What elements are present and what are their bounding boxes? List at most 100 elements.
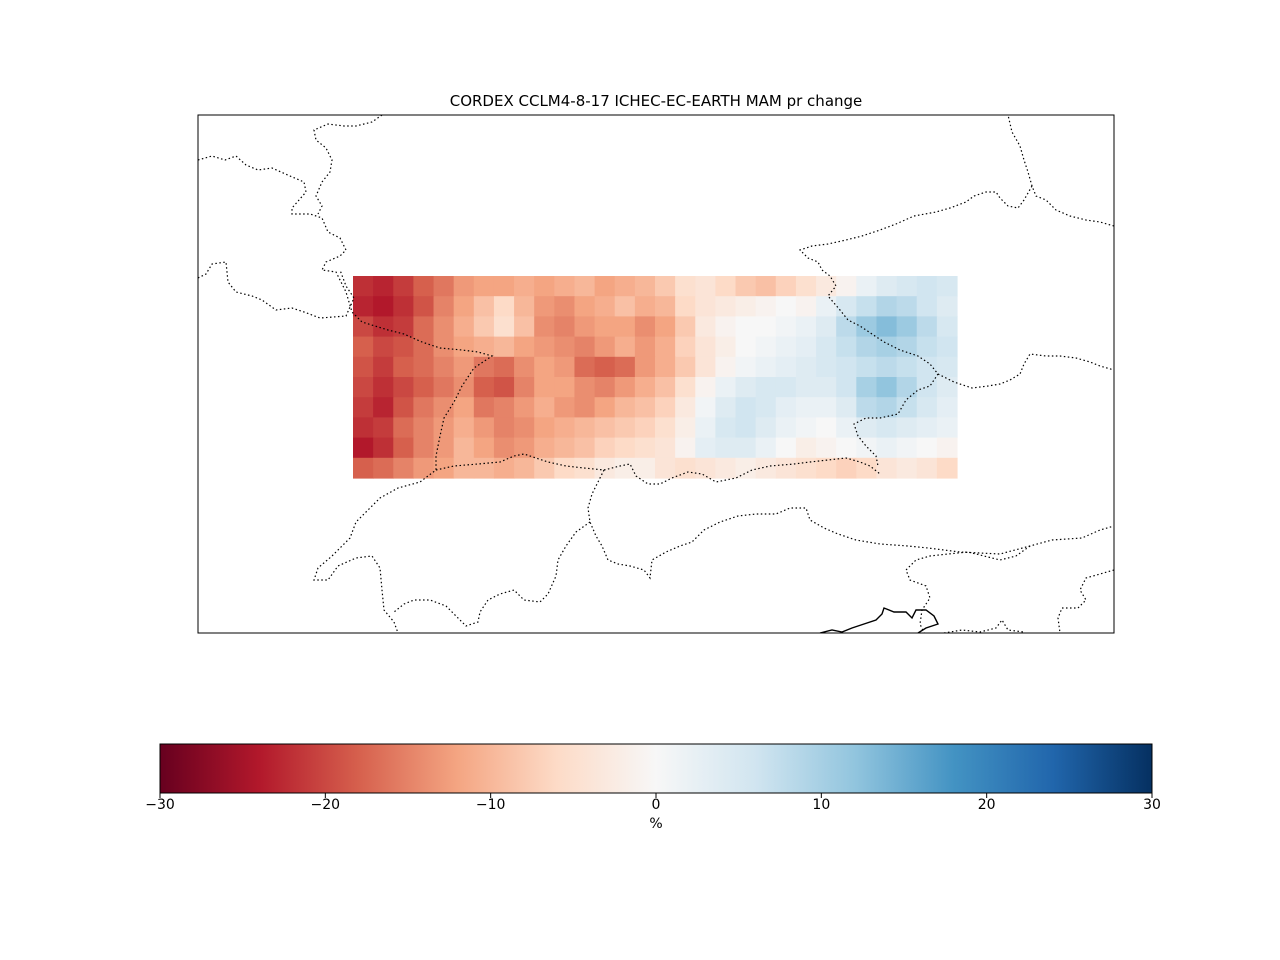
heatmap-cell [634,437,656,459]
heatmap-cell [695,296,716,317]
heatmap-cell [655,417,676,439]
heatmap-cell [413,417,435,439]
heatmap-cell [493,336,515,358]
heatmap-cell [896,356,918,378]
heatmap-cell [453,316,475,338]
heatmap-cell [836,437,857,459]
heatmap-cell [534,336,555,358]
heatmap-cell [755,377,777,398]
heatmap-cell [373,397,394,418]
heatmap-cell [514,457,535,479]
heatmap-cell [675,276,696,297]
border-line [198,155,494,633]
border-line [943,618,1025,633]
heatmap-cell [473,276,495,297]
border-line [798,185,1033,467]
heatmap-cell [916,377,938,398]
heatmap-cell [836,316,857,338]
heatmap-cell [574,316,596,338]
heatmap-cell [413,397,435,418]
heatmap-cell [876,316,898,338]
heatmap-cell [393,316,414,338]
heatmap-cell [936,296,958,317]
heatmap-cell [675,296,696,317]
heatmap-cell [936,437,958,459]
heatmap-cell [896,296,918,317]
heatmap-cell [453,397,475,418]
heatmap-cell [655,437,676,459]
heatmap-cell [715,276,737,297]
map-title: CORDEX CCLM4-8-17 ICHEC-EC-EARTH MAM pr … [449,92,863,110]
colorbar-tick-label: 0 [652,797,661,813]
heatmap-cell [856,417,878,439]
heatmap-cell [413,276,435,297]
heatmap-cell [634,377,656,398]
heatmap-cell [795,417,817,439]
heatmap-cell [514,316,535,338]
heatmap-cell [655,276,676,297]
heatmap-cell [353,397,374,418]
heatmap-cell [413,356,435,378]
heatmap-cell [353,356,374,378]
heatmap-cell [755,316,777,338]
heatmap-cell [594,356,616,378]
heatmap-cell [353,377,374,398]
border-line [393,521,591,627]
heatmap-cell [554,377,576,398]
heatmap-cell [856,437,878,459]
heatmap-cell [755,296,777,317]
heatmap-cell [755,397,777,418]
heatmap-cell [514,437,535,459]
heatmap-cell [836,296,857,317]
heatmap-cell [453,276,475,297]
heatmap-cell [473,356,495,378]
heatmap-cell [715,296,737,317]
heatmap-cell [876,336,898,358]
heatmap-cell [493,417,515,439]
heatmap-cell [816,356,837,378]
heatmap-cell [594,316,616,338]
heatmap-cell [735,336,757,358]
heatmap-cell [916,316,938,338]
heatmap-cell [514,336,535,358]
heatmap-cell [896,276,918,297]
heatmap-cell [393,276,414,297]
heatmap-cell [614,397,636,418]
heatmap-cell [373,316,394,338]
heatmap-cell [916,397,938,418]
colorbar-ticks: −30 −20 −10 0 10 20 30 [145,793,1161,813]
heatmap-cell [514,397,535,418]
heatmap-cell [735,417,757,439]
heatmap-cell [795,276,817,297]
heatmap-cell [856,276,878,297]
heatmap-cell [936,397,958,418]
heatmap-cell [876,397,898,418]
heatmap-cell [453,437,475,459]
heatmap-cell [353,457,374,479]
heatmap-cell [534,417,555,439]
heatmap-cell [735,437,757,459]
heatmap-cell [816,316,837,338]
heatmap-cell [836,356,857,378]
heatmap-cell [896,377,918,398]
heatmap-cell [393,377,414,398]
heatmap-cell [493,296,515,317]
heatmap-cell [816,437,837,459]
heatmap-cell [675,377,696,398]
heatmap-grid [353,276,958,479]
heatmap-cell [614,316,636,338]
heatmap-cell [534,397,555,418]
heatmap-cell [473,296,495,317]
heatmap-cell [936,276,958,297]
heatmap-cell [493,276,515,297]
colorbar-tick-label: −20 [311,797,341,813]
heatmap-cell [554,437,576,459]
heatmap-cell [655,336,676,358]
heatmap-cell [373,457,394,479]
heatmap-cell [775,336,797,358]
heatmap-cell [413,296,435,317]
heatmap-cell [473,397,495,418]
heatmap-cell [936,316,958,338]
heatmap-cell [514,296,535,317]
heatmap-cell [916,417,938,439]
